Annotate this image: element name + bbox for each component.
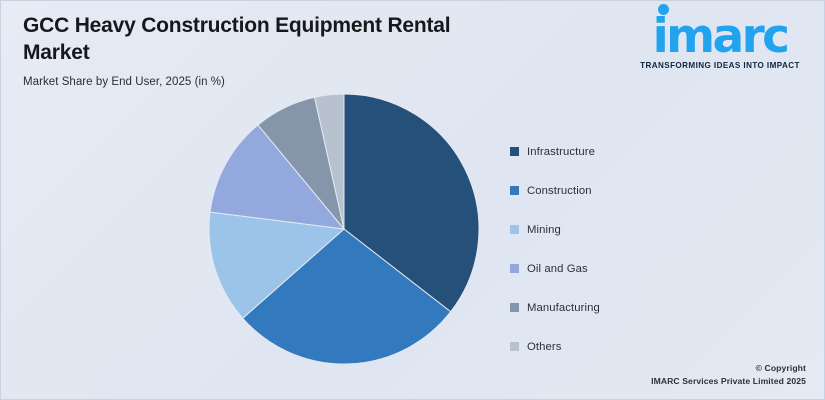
- legend-item-manufacturing[interactable]: Manufacturing: [510, 288, 700, 327]
- legend-swatch-oil-and-gas: [510, 264, 519, 273]
- company-line: IMARC Services Private Limited 2025: [651, 376, 806, 387]
- legend-label-construction: Construction: [527, 184, 592, 197]
- legend-swatch-manufacturing: [510, 303, 519, 312]
- legend-item-infrastructure[interactable]: Infrastructure: [510, 132, 700, 171]
- page-title: GCC Heavy Construction Equipment Rental …: [23, 14, 451, 64]
- legend-label-mining: Mining: [527, 223, 561, 236]
- imarc-tagline: TRANSFORMING IDEAS INTO IMPACT: [640, 61, 800, 71]
- footer-block: © Copyright IMARC Services Private Limit…: [651, 362, 806, 388]
- pie-chart: [208, 93, 480, 365]
- legend-label-manufacturing: Manufacturing: [527, 301, 600, 314]
- legend-label-oil-and-gas: Oil and Gas: [527, 262, 588, 275]
- header-block: GCC Heavy Construction Equipment Rental …: [23, 13, 493, 88]
- legend-label-others: Others: [527, 340, 562, 353]
- legend-swatch-mining: [510, 225, 519, 234]
- legend-swatch-construction: [510, 186, 519, 195]
- pie-chart-svg: [208, 93, 480, 365]
- pie-slice-oil-and-gas[interactable]: [209, 124, 346, 230]
- legend-item-construction[interactable]: Construction: [510, 171, 700, 210]
- imarc-logo-dot: [657, 4, 669, 15]
- chart-legend: Infrastructure Construction Mining Oil and …: [510, 132, 700, 366]
- legend-swatch-infrastructure: [510, 147, 519, 156]
- pie-slice-construction[interactable]: [242, 228, 452, 365]
- legend-swatch-others: [510, 342, 519, 351]
- chart-subtitle: Market Share by End User, 2025 (in %): [23, 75, 225, 88]
- pie-slice-infrastructure[interactable]: [343, 93, 480, 313]
- copyright-line: © Copyright: [755, 363, 806, 374]
- pie-slice-others[interactable]: [313, 93, 345, 230]
- pie-slice-mining[interactable]: [208, 211, 346, 319]
- imarc-logo: imarc TRANSFORMING IDEAS INTO IMPACT: [634, 4, 806, 71]
- imarc-wordmark: imarc: [653, 4, 790, 60]
- legend-label-infrastructure: Infrastructure: [527, 145, 595, 158]
- legend-item-others[interactable]: Others: [510, 327, 700, 366]
- legend-item-oil-and-gas[interactable]: Oil and Gas: [510, 249, 700, 288]
- legend-item-mining[interactable]: Mining: [510, 210, 700, 249]
